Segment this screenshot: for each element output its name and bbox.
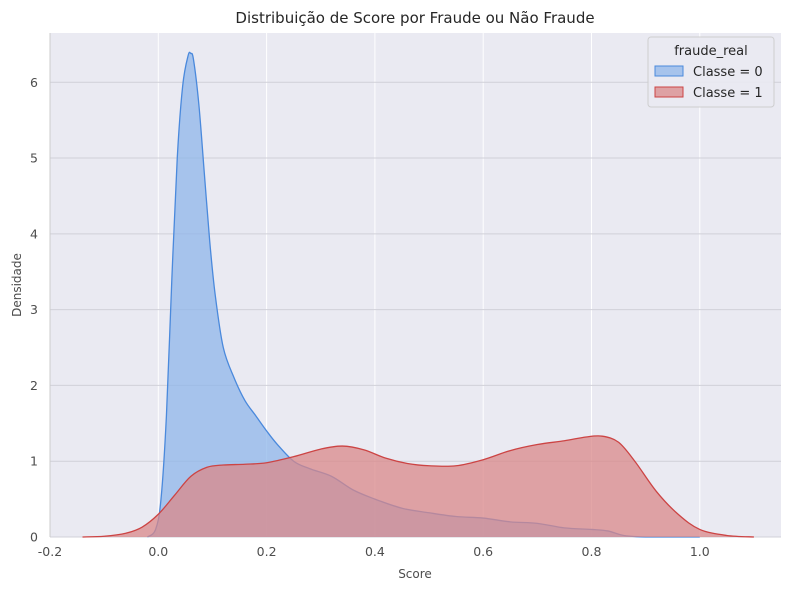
y-tick-label: 2: [30, 378, 38, 393]
y-axis-ticks: 0 1 2 3 4 5 6: [30, 75, 38, 545]
density-line-classe-1: [82, 435, 754, 538]
legend-title: fraude_real: [674, 44, 748, 59]
density-areas: [82, 51, 754, 538]
x-tick-label: 0.6: [473, 544, 493, 559]
y-tick-label: 0: [30, 530, 38, 545]
x-tick-label: -0.2: [38, 544, 62, 559]
y-tick-label: 6: [30, 75, 38, 90]
x-tick-label: 0.2: [257, 544, 277, 559]
x-tick-label: 0.8: [582, 544, 602, 559]
y-tick-label: 5: [30, 151, 38, 166]
legend-swatch-classe-0: [654, 65, 684, 77]
density-area-classe-1: [82, 435, 754, 537]
legend-label-classe-1: Classe = 1: [693, 86, 763, 101]
x-tick-label: 1.0: [690, 544, 710, 559]
x-tick-label: 0.4: [365, 544, 385, 559]
y-tick-label: 1: [30, 454, 38, 469]
legend-swatch-classe-1: [654, 86, 684, 98]
x-tick-label: 0.0: [148, 544, 168, 559]
legend-label-classe-0: Classe = 0: [693, 65, 763, 80]
x-axis-ticks: -0.2 0.0 0.2 0.4 0.6 0.8 1.0: [38, 544, 710, 559]
y-axis-label: Densidade: [10, 253, 24, 317]
y-tick-label: 4: [30, 226, 38, 241]
y-tick-label: 3: [30, 302, 38, 317]
chart-title: Distribuição de Score por Fraude ou Não …: [235, 9, 594, 27]
x-axis-label: Score: [398, 567, 432, 581]
legend: fraude_real Classe = 0 Classe = 1: [647, 36, 775, 108]
